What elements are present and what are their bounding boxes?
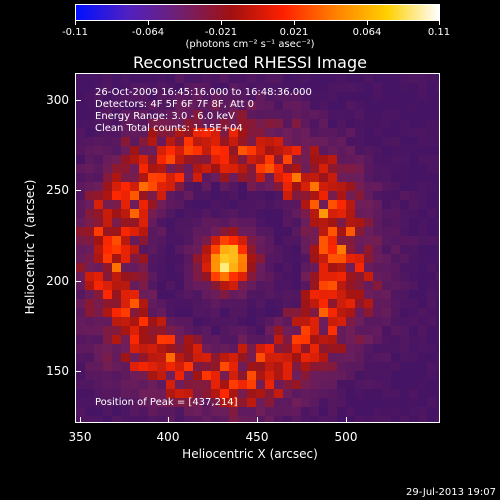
y-axis-label: Heliocentric Y (arcsec) xyxy=(23,179,37,315)
y-tick-label: 300 xyxy=(46,93,69,107)
colorbar-tick xyxy=(221,21,222,25)
colorbar-tick-label: -0.064 xyxy=(131,27,165,38)
x-tick-label: 400 xyxy=(156,430,180,444)
plot-title: Reconstructed RHESSI Image xyxy=(133,53,367,72)
date-stamp: 29-Jul-2013 19:07 xyxy=(405,487,496,498)
rhessi-image xyxy=(75,73,440,423)
colorbar xyxy=(75,4,440,21)
y-tick xyxy=(75,190,81,191)
colorbar-tick xyxy=(294,21,295,25)
colorbar-tick-label: 0.11 xyxy=(427,27,451,38)
info-algorithm: Clean Total counts: 1.15E+04 xyxy=(95,123,243,134)
colorbar-tick-label: 0.021 xyxy=(279,27,309,38)
colorbar-tick-label: -0.021 xyxy=(204,27,238,38)
colorbar-tick xyxy=(148,21,149,25)
x-tick-label: 500 xyxy=(334,430,358,444)
info-energy-range: Energy Range: 3.0 - 6.0 keV xyxy=(95,111,235,122)
y-tick xyxy=(75,100,81,101)
x-tick xyxy=(257,417,258,423)
y-tick-label: 200 xyxy=(46,274,69,288)
x-tick-label: 450 xyxy=(245,430,269,444)
info-detectors: Detectors: 4F 5F 6F 7F 8F, Att 0 xyxy=(95,99,255,110)
info-time-range: 26-Oct-2009 16:45:16.000 to 16:48:36.000 xyxy=(95,87,312,98)
y-tick xyxy=(75,371,81,372)
colorbar-units: (photons cm⁻² s⁻¹ asec⁻²) xyxy=(185,39,315,50)
y-tick-label: 150 xyxy=(46,364,69,378)
y-tick-label: 250 xyxy=(46,183,69,197)
colorbar-tick xyxy=(439,21,440,25)
x-tick xyxy=(168,417,169,423)
y-tick xyxy=(75,281,81,282)
x-tick-label: 350 xyxy=(68,430,92,444)
colorbar-tick xyxy=(75,21,76,25)
colorbar-tick-label: 0.064 xyxy=(352,27,382,38)
peak-position: Position of Peak = [437,214] xyxy=(95,397,238,408)
x-tick xyxy=(80,417,81,423)
x-axis-label: Heliocentric X (arcsec) xyxy=(182,447,318,461)
colorbar-tick xyxy=(367,21,368,25)
heatmap-canvas xyxy=(76,74,439,422)
x-tick xyxy=(346,417,347,423)
colorbar-tick-label: -0.11 xyxy=(62,27,88,38)
